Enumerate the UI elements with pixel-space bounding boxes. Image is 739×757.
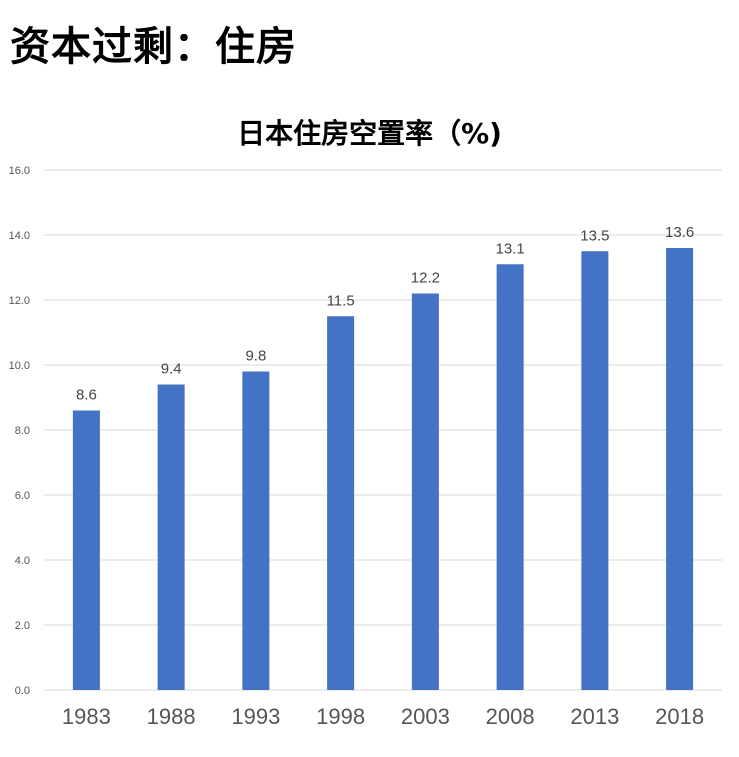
y-tick-label: 16.0 — [9, 165, 30, 177]
data-label: 13.1 — [496, 240, 525, 257]
x-category-label: 1988 — [147, 704, 196, 729]
data-label: 9.8 — [245, 348, 266, 365]
data-label: 13.6 — [665, 224, 694, 241]
x-category-label: 1998 — [316, 704, 365, 729]
chart-title: 日本住房空置率（%) — [237, 117, 502, 150]
data-label: 12.2 — [411, 270, 440, 287]
data-label: 9.4 — [161, 361, 182, 378]
y-tick-label: 0.0 — [15, 685, 30, 697]
x-axis-categories: 1983 1988 1993 1998 2003 2008 2013 2018 — [62, 704, 704, 729]
x-category-label: 2008 — [486, 704, 535, 729]
y-tick-label: 6.0 — [15, 490, 30, 502]
bar-2003 — [411, 293, 439, 690]
bar-1983 — [72, 410, 100, 690]
y-tick-label: 4.0 — [15, 555, 30, 567]
page-heading: 资本过剩：住房 — [10, 24, 297, 70]
bar-1993 — [242, 371, 270, 690]
y-tick-label: 12.0 — [9, 295, 30, 307]
data-label: 11.5 — [327, 292, 355, 309]
gridlines — [44, 169, 722, 691]
data-label: 13.5 — [580, 227, 609, 244]
y-tick-label: 2.0 — [15, 620, 30, 632]
bar-2018 — [666, 248, 694, 690]
y-tick-label: 10.0 — [9, 360, 30, 372]
x-category-label: 1983 — [62, 704, 111, 729]
bar-2013 — [581, 251, 609, 690]
x-category-label: 2013 — [570, 704, 619, 729]
y-tick-label: 8.0 — [15, 425, 30, 437]
data-label: 8.6 — [76, 387, 97, 404]
x-category-label: 1993 — [231, 704, 280, 729]
y-axis-ticks: 0.0 2.0 4.0 6.0 8.0 10.0 12.0 14.0 16.0 — [9, 165, 30, 697]
bar-2008 — [496, 264, 524, 690]
bar-1988 — [157, 384, 185, 690]
y-tick-label: 14.0 — [9, 230, 30, 242]
x-category-label: 2003 — [401, 704, 450, 729]
bar-1998 — [327, 316, 355, 690]
x-category-label: 2018 — [655, 704, 704, 729]
data-labels: 8.6 9.4 9.8 11.5 12.2 13.1 13.5 13.6 — [76, 224, 694, 404]
bars — [72, 248, 694, 690]
